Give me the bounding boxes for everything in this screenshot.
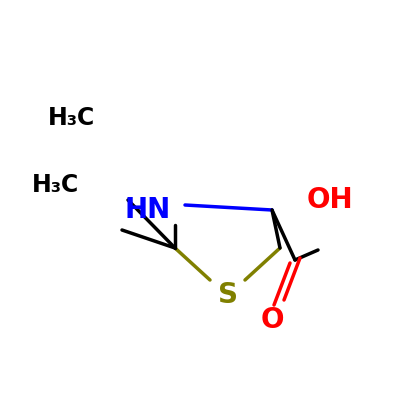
Text: S: S — [218, 281, 238, 309]
Text: O: O — [260, 306, 284, 334]
Text: HN: HN — [125, 196, 171, 224]
Text: H₃C: H₃C — [31, 173, 79, 197]
Text: H₃C: H₃C — [48, 106, 96, 130]
Text: OH: OH — [307, 186, 353, 214]
